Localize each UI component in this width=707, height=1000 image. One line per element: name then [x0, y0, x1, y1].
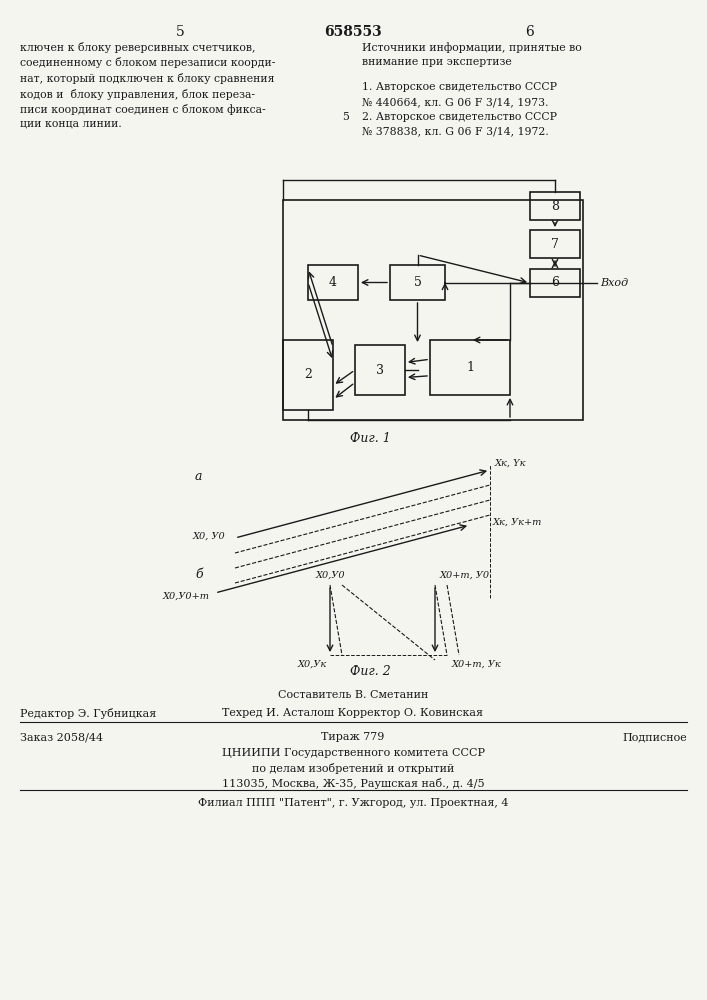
Text: 113035, Москва, Ж-35, Раушская наб., д. 4/5: 113035, Москва, Ж-35, Раушская наб., д. … — [222, 778, 484, 789]
Text: Х0+m, У0: Х0+m, У0 — [440, 571, 490, 580]
Text: Подписное: Подписное — [622, 732, 687, 742]
Text: Техред И. Асталош Корректор О. Ковинская: Техред И. Асталош Корректор О. Ковинская — [223, 708, 484, 718]
Text: 2: 2 — [304, 368, 312, 381]
Text: Редактор Э. Губницкая: Редактор Э. Губницкая — [20, 708, 156, 719]
Text: 3: 3 — [376, 363, 384, 376]
Bar — [355, 345, 405, 395]
Bar — [430, 340, 510, 395]
Bar — [530, 192, 580, 220]
Bar — [530, 269, 580, 297]
Text: 4: 4 — [329, 276, 337, 289]
Text: Х0,У0+m: Х0,У0+m — [163, 591, 210, 600]
Text: 1: 1 — [466, 361, 474, 374]
Text: Фиг. 1: Фиг. 1 — [350, 432, 390, 445]
Text: Х0,У0: Х0,У0 — [315, 571, 345, 580]
Bar — [308, 265, 358, 300]
Text: Х0, У0: Х0, У0 — [192, 532, 225, 540]
Text: ЦНИИПИ Государственного комитета СССР: ЦНИИПИ Государственного комитета СССР — [221, 748, 484, 758]
Text: а: а — [195, 470, 202, 483]
Text: 658553: 658553 — [324, 25, 382, 39]
Text: 1. Авторское свидетельство СССР
№ 440664, кл. G 06 F 3/14, 1973.
2. Авторское св: 1. Авторское свидетельство СССР № 440664… — [362, 82, 557, 136]
Text: 6: 6 — [525, 25, 534, 39]
Text: Xк, Yк: Xк, Yк — [495, 459, 527, 468]
Text: Хк, Ук+m: Хк, Ук+m — [493, 518, 542, 526]
Text: Фиг. 2: Фиг. 2 — [350, 665, 390, 678]
Text: Х0,Ук: Х0,Ук — [298, 660, 327, 669]
Text: Вход: Вход — [600, 278, 628, 288]
Text: 5: 5 — [175, 25, 185, 39]
Text: Составитель В. Сметанин: Составитель В. Сметанин — [278, 690, 428, 700]
Text: по делам изобретений и открытий: по делам изобретений и открытий — [252, 763, 454, 774]
Bar — [283, 340, 333, 410]
Text: Тираж 779: Тираж 779 — [321, 732, 385, 742]
Text: 5: 5 — [414, 276, 421, 289]
Text: ключен к блоку реверсивных счетчиков,
соединенному с блоком перезаписи коорди-
н: ключен к блоку реверсивных счетчиков, со… — [20, 42, 275, 129]
Text: 6: 6 — [551, 276, 559, 290]
Text: Заказ 2058/44: Заказ 2058/44 — [20, 732, 103, 742]
Text: 5: 5 — [343, 112, 349, 122]
Bar — [390, 265, 445, 300]
Text: Филиал ППП "Патент", г. Ужгород, ул. Проектная, 4: Филиал ППП "Патент", г. Ужгород, ул. Про… — [198, 798, 508, 808]
Bar — [530, 230, 580, 258]
Text: 8: 8 — [551, 200, 559, 213]
Text: б: б — [195, 568, 203, 581]
Text: Источники информации, принятые во
внимание при экспертизе: Источники информации, принятые во вниман… — [362, 42, 582, 67]
Text: 7: 7 — [551, 237, 559, 250]
Text: Х0+m, Ук: Х0+m, Ук — [452, 660, 502, 669]
Bar — [283, 200, 583, 420]
